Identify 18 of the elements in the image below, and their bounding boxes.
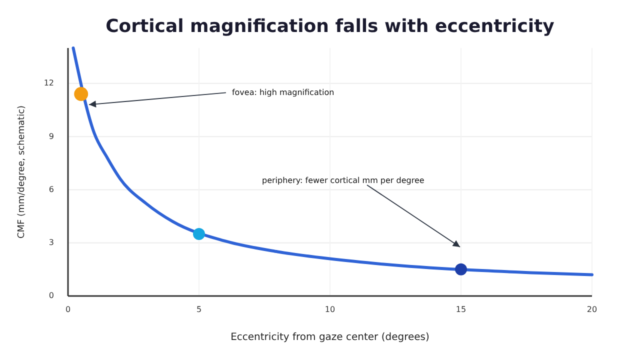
x-tick-label: 15 (456, 305, 466, 314)
chart-title: Cortical magnification falls with eccentricity (106, 16, 555, 37)
annotation: fovea: high magnification (232, 88, 334, 97)
line-series (72, 46, 594, 276)
annotation: periphery: fewer cortical mm per degree (262, 176, 424, 186)
x-tick-label: 0 (65, 305, 71, 314)
x-tick-label: 10 (324, 305, 336, 314)
y-tick-label: 0 (48, 291, 54, 300)
y-tick-label: 6 (48, 184, 54, 194)
x-axis-title: Eccentricity from gaze center (degrees) (230, 332, 430, 343)
y-tick-label: 12 (44, 78, 54, 88)
point (193, 228, 205, 240)
x-tick-label: 20 (586, 305, 598, 314)
y-axis-title: CMF (mm/degree, schematic) (17, 105, 27, 239)
y-tick-label: 9 (48, 132, 54, 141)
y-tick-label: 3 (48, 238, 54, 248)
x-tick-label: 5 (196, 305, 202, 314)
point (455, 263, 467, 276)
